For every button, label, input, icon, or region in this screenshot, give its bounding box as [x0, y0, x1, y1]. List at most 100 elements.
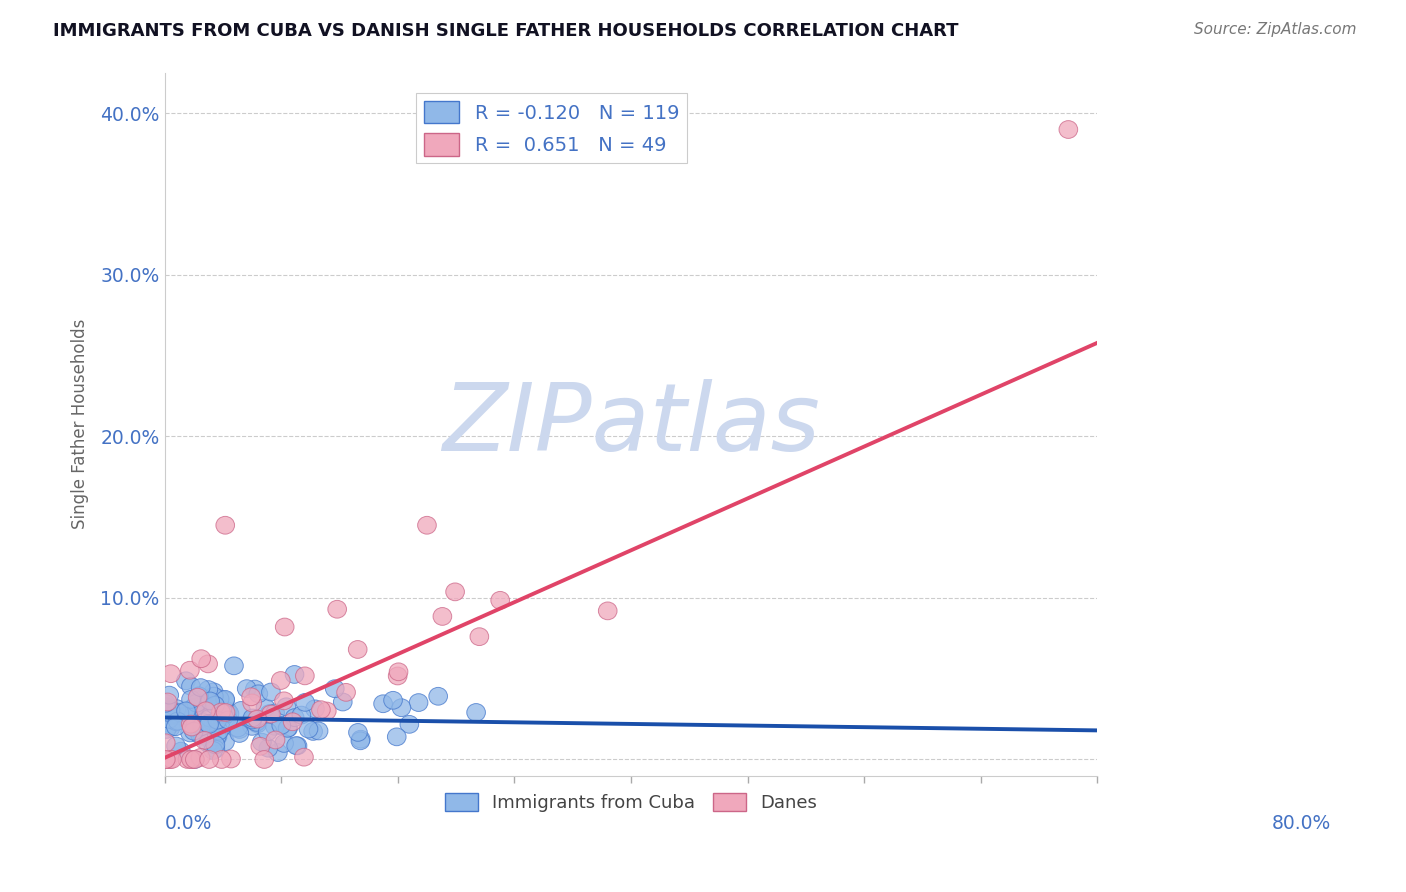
Ellipse shape — [156, 750, 176, 768]
Ellipse shape — [200, 714, 218, 732]
Ellipse shape — [193, 713, 211, 731]
Ellipse shape — [162, 719, 180, 737]
Ellipse shape — [217, 704, 235, 722]
Ellipse shape — [198, 655, 218, 673]
Ellipse shape — [191, 649, 211, 667]
Ellipse shape — [191, 679, 209, 697]
Ellipse shape — [177, 702, 195, 720]
Ellipse shape — [278, 719, 298, 737]
Ellipse shape — [284, 713, 302, 731]
Ellipse shape — [242, 688, 260, 706]
Ellipse shape — [198, 734, 218, 752]
Ellipse shape — [160, 750, 180, 768]
Ellipse shape — [287, 737, 305, 755]
Ellipse shape — [201, 692, 219, 710]
Ellipse shape — [238, 680, 256, 698]
Ellipse shape — [194, 695, 214, 712]
Ellipse shape — [599, 602, 617, 620]
Ellipse shape — [163, 706, 181, 724]
Ellipse shape — [177, 672, 195, 690]
Ellipse shape — [200, 693, 219, 711]
Ellipse shape — [256, 698, 274, 716]
Ellipse shape — [247, 710, 267, 728]
Ellipse shape — [418, 516, 436, 534]
Text: 0.0%: 0.0% — [165, 814, 212, 833]
Ellipse shape — [160, 710, 179, 728]
Ellipse shape — [295, 693, 315, 711]
Ellipse shape — [208, 728, 226, 746]
Ellipse shape — [388, 728, 406, 746]
Ellipse shape — [352, 731, 370, 748]
Ellipse shape — [215, 705, 235, 723]
Ellipse shape — [193, 727, 212, 745]
Ellipse shape — [211, 690, 229, 708]
Ellipse shape — [349, 640, 367, 658]
Ellipse shape — [188, 689, 207, 706]
Ellipse shape — [169, 712, 187, 730]
Text: ZIPatlas: ZIPatlas — [441, 379, 820, 470]
Ellipse shape — [229, 719, 247, 737]
Ellipse shape — [186, 750, 204, 768]
Ellipse shape — [278, 719, 297, 737]
Ellipse shape — [231, 724, 249, 742]
Ellipse shape — [389, 663, 408, 681]
Ellipse shape — [160, 699, 180, 717]
Ellipse shape — [162, 715, 180, 733]
Ellipse shape — [190, 687, 208, 705]
Ellipse shape — [159, 693, 177, 711]
Ellipse shape — [167, 737, 186, 755]
Ellipse shape — [162, 665, 180, 682]
Ellipse shape — [191, 748, 209, 766]
Ellipse shape — [429, 688, 447, 706]
Ellipse shape — [205, 697, 225, 714]
Ellipse shape — [204, 741, 222, 759]
Ellipse shape — [225, 657, 243, 674]
Ellipse shape — [266, 704, 284, 722]
Ellipse shape — [292, 706, 311, 724]
Ellipse shape — [299, 720, 318, 738]
Ellipse shape — [271, 716, 291, 734]
Ellipse shape — [186, 698, 204, 716]
Ellipse shape — [259, 723, 277, 740]
Ellipse shape — [328, 600, 346, 618]
Ellipse shape — [217, 516, 235, 534]
Ellipse shape — [179, 750, 197, 768]
Ellipse shape — [156, 698, 176, 715]
Ellipse shape — [157, 721, 176, 739]
Ellipse shape — [163, 750, 181, 768]
Ellipse shape — [309, 722, 328, 739]
Ellipse shape — [384, 691, 402, 709]
Ellipse shape — [231, 721, 249, 739]
Ellipse shape — [208, 711, 226, 729]
Text: IMMIGRANTS FROM CUBA VS DANISH SINGLE FATHER HOUSEHOLDS CORRELATION CHART: IMMIGRANTS FROM CUBA VS DANISH SINGLE FA… — [53, 22, 959, 40]
Ellipse shape — [215, 733, 235, 751]
Ellipse shape — [167, 713, 186, 731]
Ellipse shape — [174, 703, 193, 721]
Ellipse shape — [266, 731, 285, 749]
Ellipse shape — [212, 720, 231, 738]
Ellipse shape — [183, 699, 201, 717]
Ellipse shape — [212, 703, 231, 721]
Ellipse shape — [208, 728, 226, 746]
Ellipse shape — [333, 693, 352, 711]
Ellipse shape — [186, 750, 204, 768]
Ellipse shape — [243, 709, 262, 727]
Ellipse shape — [295, 667, 314, 685]
Ellipse shape — [193, 717, 212, 735]
Ellipse shape — [167, 699, 186, 717]
Text: Source: ZipAtlas.com: Source: ZipAtlas.com — [1194, 22, 1357, 37]
Ellipse shape — [219, 711, 238, 729]
Ellipse shape — [1059, 120, 1077, 138]
Ellipse shape — [392, 698, 411, 716]
Ellipse shape — [186, 715, 205, 733]
Ellipse shape — [262, 706, 280, 723]
Ellipse shape — [209, 723, 228, 740]
Y-axis label: Single Father Households: Single Father Households — [72, 319, 89, 530]
Ellipse shape — [243, 717, 262, 735]
Ellipse shape — [249, 685, 267, 703]
Ellipse shape — [174, 705, 194, 723]
Ellipse shape — [183, 718, 201, 736]
Ellipse shape — [269, 744, 287, 762]
Ellipse shape — [181, 724, 200, 742]
Ellipse shape — [156, 734, 176, 752]
